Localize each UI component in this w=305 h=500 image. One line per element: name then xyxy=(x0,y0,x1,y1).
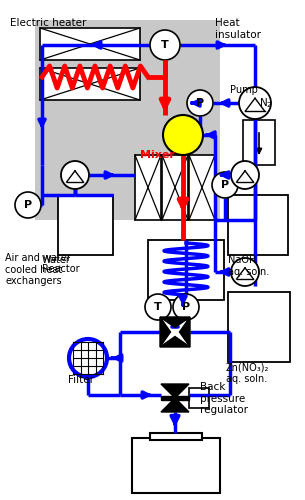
Text: $\mathregular{N_2}$: $\mathregular{N_2}$ xyxy=(259,96,273,110)
Bar xyxy=(189,155,215,220)
Bar xyxy=(132,438,220,493)
Text: Air and water
cooled heat
exchangers: Air and water cooled heat exchangers xyxy=(5,253,71,286)
Bar xyxy=(58,195,113,255)
Bar xyxy=(243,120,275,165)
Text: Electric heater: Electric heater xyxy=(10,18,86,28)
Polygon shape xyxy=(160,317,170,347)
Bar xyxy=(162,155,188,220)
Polygon shape xyxy=(160,336,190,347)
Text: Heat
insulator: Heat insulator xyxy=(215,18,261,40)
Bar xyxy=(35,20,220,220)
Circle shape xyxy=(150,30,180,60)
Circle shape xyxy=(212,172,238,198)
Circle shape xyxy=(163,115,203,155)
Text: Back
pressure
regulator: Back pressure regulator xyxy=(200,382,248,415)
Circle shape xyxy=(187,90,213,116)
Polygon shape xyxy=(180,317,190,347)
Bar xyxy=(40,68,140,100)
Text: P: P xyxy=(182,302,190,312)
Text: Pump: Pump xyxy=(230,85,258,95)
Text: Water: Water xyxy=(42,255,71,265)
Polygon shape xyxy=(161,384,189,398)
Text: Zn(NO₃)₂
aq. soln.: Zn(NO₃)₂ aq. soln. xyxy=(226,362,269,384)
Bar xyxy=(228,195,288,255)
Bar xyxy=(161,396,189,400)
Text: T: T xyxy=(161,40,169,50)
Text: Mixer: Mixer xyxy=(140,150,175,160)
Bar xyxy=(228,292,290,362)
Circle shape xyxy=(239,87,271,119)
Text: NaOH
aq. soln.: NaOH aq. soln. xyxy=(228,255,269,276)
Text: P: P xyxy=(221,180,229,190)
Text: P: P xyxy=(24,200,32,210)
Bar xyxy=(148,240,224,300)
Circle shape xyxy=(69,339,107,377)
Text: P: P xyxy=(196,98,204,108)
Text: T: T xyxy=(154,302,162,312)
Circle shape xyxy=(173,294,199,320)
Circle shape xyxy=(15,192,41,218)
Circle shape xyxy=(145,294,171,320)
Polygon shape xyxy=(161,398,189,412)
Circle shape xyxy=(61,161,89,189)
Text: Reactor: Reactor xyxy=(42,264,80,274)
Bar xyxy=(135,155,161,220)
Bar xyxy=(189,388,209,408)
Circle shape xyxy=(231,258,259,286)
Bar xyxy=(40,28,140,60)
Circle shape xyxy=(231,161,259,189)
Polygon shape xyxy=(160,317,190,328)
Text: Filter: Filter xyxy=(68,375,94,385)
Bar xyxy=(150,433,202,440)
